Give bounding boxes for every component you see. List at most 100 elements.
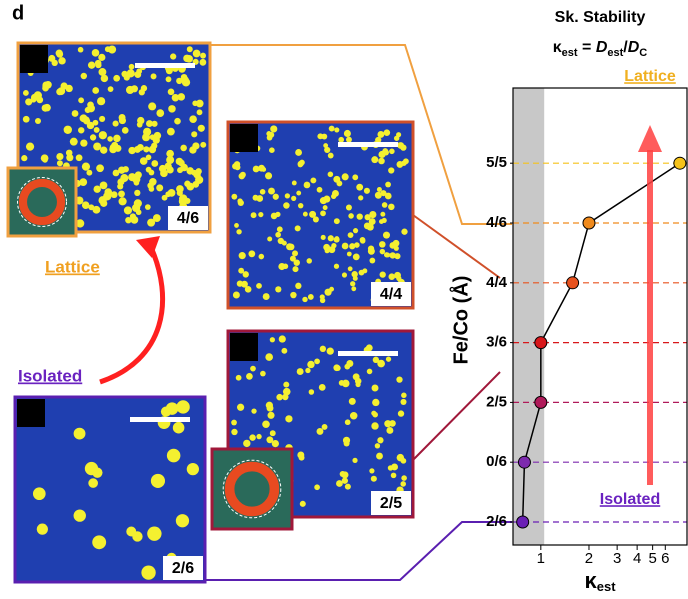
skyrmion <box>63 125 72 134</box>
skyrmion <box>111 141 119 149</box>
skyrmion <box>344 483 351 490</box>
skyrmion <box>233 161 241 168</box>
skyrmion <box>393 245 399 251</box>
skyrmion <box>239 171 246 178</box>
skyrmion <box>383 129 391 136</box>
y-tick-label: 0/6 <box>486 453 507 470</box>
skyrmion <box>291 180 297 186</box>
connector <box>210 44 512 225</box>
skyrmion <box>195 175 204 184</box>
skyrmion <box>77 46 84 53</box>
skyrmion <box>270 125 278 133</box>
skyrmion <box>151 160 159 167</box>
skyrmion <box>314 484 320 491</box>
skyrmion <box>86 121 95 130</box>
skyrmion <box>147 218 156 227</box>
skyrmion <box>390 472 397 479</box>
skyrmion <box>176 189 183 197</box>
skyrmion <box>303 181 311 189</box>
skyrmion <box>152 136 160 144</box>
skyrmion <box>291 195 297 201</box>
skyrmion <box>275 286 282 293</box>
skyrmion <box>389 252 396 259</box>
skyrmion <box>276 226 283 233</box>
skyrmion <box>199 58 207 66</box>
skyrmion <box>138 89 145 96</box>
skyrmion <box>351 271 358 278</box>
skyrmion <box>92 119 99 126</box>
skyrmion <box>333 175 341 183</box>
skyrmion <box>397 410 405 417</box>
skyrmion <box>149 178 157 186</box>
skyrmion <box>132 203 141 213</box>
subtitle-part: D <box>596 39 608 56</box>
skyrmion <box>370 475 377 482</box>
skyrmion <box>156 184 164 192</box>
skyrmion <box>112 120 119 127</box>
skyrmion <box>148 145 157 154</box>
skyrmion <box>56 152 64 161</box>
x-tick-label: 1 <box>537 550 545 567</box>
skyrmion <box>378 157 385 165</box>
skyrmion <box>371 156 379 164</box>
skyrmion <box>379 241 386 248</box>
scale-bar <box>130 417 190 422</box>
x-tick-label: 6 <box>661 550 669 567</box>
skyrmion <box>258 253 265 260</box>
skyrmion <box>295 282 302 289</box>
connector <box>412 371 501 461</box>
data-point <box>582 216 596 230</box>
skyrmion <box>269 430 276 437</box>
skyrmion <box>81 162 91 171</box>
skyrmion <box>151 120 158 127</box>
skyrmion <box>285 415 293 423</box>
skyrmion <box>305 367 311 374</box>
skyrmion <box>385 356 392 362</box>
skyrmion <box>346 360 354 368</box>
label-bg <box>163 556 203 580</box>
skyrmion <box>130 85 139 93</box>
shaded-region <box>513 88 545 545</box>
skyrmion <box>128 146 136 155</box>
skyrmion <box>260 370 266 377</box>
skyrmion <box>41 104 49 112</box>
skyrmion <box>93 185 101 193</box>
fft-ring <box>18 178 66 226</box>
skyrmion <box>174 117 181 125</box>
skyrmion <box>100 146 108 154</box>
skyrmion <box>341 471 349 479</box>
skyrmion <box>275 231 281 238</box>
skyrmion <box>319 297 326 304</box>
label-bg <box>371 282 411 306</box>
skyrmion <box>141 565 156 580</box>
skyrmion <box>268 187 275 195</box>
panel-letter: d <box>12 2 24 24</box>
subtitle-part: κ <box>553 39 562 56</box>
skyrmion <box>186 182 195 191</box>
skyrmion <box>266 436 274 444</box>
skyrmion <box>234 223 239 228</box>
skyrmion <box>30 96 37 103</box>
skyrmion <box>341 242 349 250</box>
skyrmion <box>133 146 141 153</box>
skyrmion <box>334 127 340 133</box>
skyrmion <box>262 420 270 429</box>
skyrmion <box>92 535 107 550</box>
skyrmion <box>266 404 274 412</box>
skyrmion <box>374 191 382 199</box>
skyrmion <box>191 131 198 138</box>
skyrmion <box>334 365 341 371</box>
skyrmion <box>289 255 296 262</box>
corner-mark <box>20 45 48 73</box>
skyrmion <box>148 102 157 111</box>
skyrmion <box>237 199 244 207</box>
skyrmion <box>186 463 199 476</box>
skyrmion <box>369 257 376 264</box>
scale-bar <box>338 351 398 356</box>
skyrmion <box>36 96 44 104</box>
skyrmion <box>384 192 392 200</box>
skyrmion <box>292 250 299 257</box>
skyrmion <box>319 345 327 353</box>
skyrmion <box>320 210 326 217</box>
skyrmion <box>161 194 168 201</box>
